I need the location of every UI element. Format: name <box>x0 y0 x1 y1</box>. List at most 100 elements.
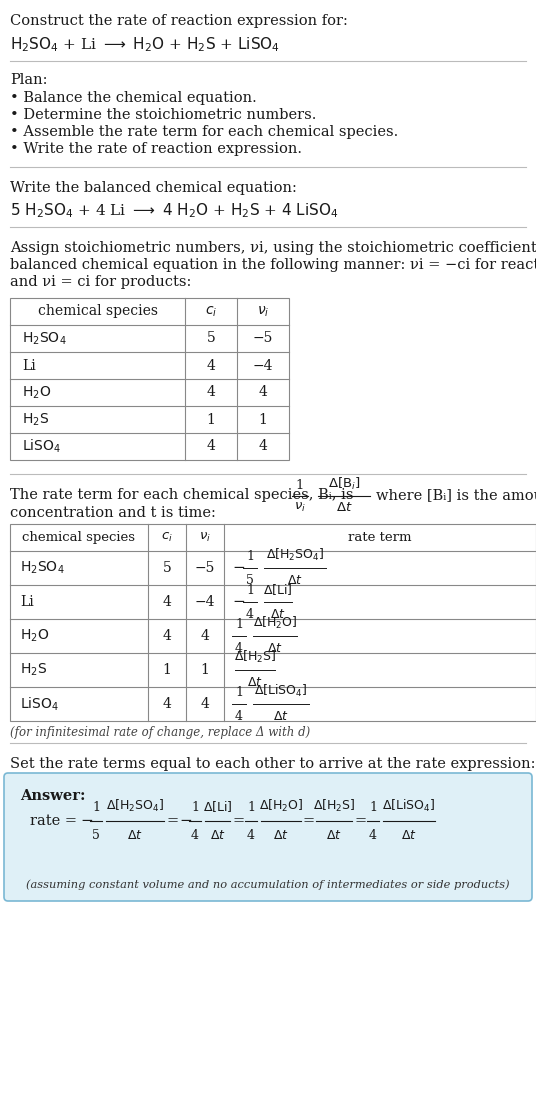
Text: $\Delta t$: $\Delta t$ <box>273 710 289 723</box>
Text: $\Delta[\mathrm{H_2SO_4}]$: $\Delta[\mathrm{H_2SO_4}]$ <box>106 798 164 814</box>
Text: $\Delta[\mathrm{H_2SO_4}]$: $\Delta[\mathrm{H_2SO_4}]$ <box>266 547 324 563</box>
Text: 1: 1 <box>247 801 255 814</box>
Text: chemical species: chemical species <box>38 305 158 319</box>
Text: Construct the rate of reaction expression for:: Construct the rate of reaction expressio… <box>10 14 348 28</box>
Text: $\nu_i$: $\nu_i$ <box>257 305 269 319</box>
Text: 1: 1 <box>258 412 267 427</box>
Text: 4: 4 <box>162 629 172 644</box>
Text: −: − <box>232 595 245 609</box>
Text: $\mathrm{LiSO_4}$: $\mathrm{LiSO_4}$ <box>20 695 59 713</box>
Text: −: − <box>232 561 245 575</box>
Text: Answer:: Answer: <box>20 789 86 803</box>
Text: −4: −4 <box>253 359 273 373</box>
Text: $5\ \mathrm{H_2SO_4}$ + 4 Li $\longrightarrow$$\ 4\ \mathrm{H_2O}$ + $\mathrm{H_: $5\ \mathrm{H_2SO_4}$ + 4 Li $\longright… <box>10 201 339 220</box>
Text: $\Delta[\mathrm{H_2S}]$: $\Delta[\mathrm{H_2S}]$ <box>312 798 355 814</box>
Text: 5: 5 <box>162 561 172 575</box>
Text: 4: 4 <box>247 829 255 842</box>
Text: 1: 1 <box>200 663 210 676</box>
Text: $\Delta t$: $\Delta t$ <box>267 642 283 654</box>
Text: −5: −5 <box>253 331 273 345</box>
Text: $\Delta t$: $\Delta t$ <box>401 829 417 842</box>
Text: 4: 4 <box>246 608 254 622</box>
Text: $\Delta t$: $\Delta t$ <box>210 829 226 842</box>
Text: $\mathrm{H_2SO_4}$: $\mathrm{H_2SO_4}$ <box>20 560 64 576</box>
Text: (assuming constant volume and no accumulation of intermediates or side products): (assuming constant volume and no accumul… <box>26 879 510 890</box>
Text: $\Delta[\mathrm{Li}]$: $\Delta[\mathrm{Li}]$ <box>263 582 293 597</box>
Text: Assign stoichiometric numbers, νi, using the stoichiometric coefficients, ci, fr: Assign stoichiometric numbers, νi, using… <box>10 241 536 255</box>
Text: 1: 1 <box>92 801 100 814</box>
Text: 1: 1 <box>246 550 254 563</box>
Text: $\Delta[\mathrm{H_2O}]$: $\Delta[\mathrm{H_2O}]$ <box>253 615 297 631</box>
Text: 1: 1 <box>162 663 172 676</box>
Text: (for infinitesimal rate of change, replace Δ with d): (for infinitesimal rate of change, repla… <box>10 726 310 739</box>
Text: 1: 1 <box>191 801 199 814</box>
Text: 1: 1 <box>296 478 304 492</box>
Text: 4: 4 <box>162 697 172 711</box>
Text: 4: 4 <box>206 359 215 373</box>
Text: $\Delta[\mathrm{LiSO_4}]$: $\Delta[\mathrm{LiSO_4}]$ <box>382 798 436 814</box>
Text: • Write the rate of reaction expression.: • Write the rate of reaction expression. <box>10 142 302 156</box>
Text: $\mathrm{H_2S}$: $\mathrm{H_2S}$ <box>20 662 47 679</box>
Text: • Balance the chemical equation.: • Balance the chemical equation. <box>10 91 257 104</box>
Text: 5: 5 <box>92 829 100 842</box>
Text: =: = <box>303 814 315 828</box>
Text: $\Delta[\mathrm{H_2O}]$: $\Delta[\mathrm{H_2O}]$ <box>259 798 303 814</box>
Text: $\mathrm{LiSO_4}$: $\mathrm{LiSO_4}$ <box>22 438 61 455</box>
Text: 4: 4 <box>235 710 243 723</box>
Text: −: − <box>179 814 192 828</box>
Text: 4: 4 <box>191 829 199 842</box>
Text: $\Delta[\mathrm{B}_i]$: $\Delta[\mathrm{B}_i]$ <box>327 476 360 492</box>
Text: concentration and t is time:: concentration and t is time: <box>10 506 216 520</box>
Text: Set the rate terms equal to each other to arrive at the rate expression:: Set the rate terms equal to each other t… <box>10 757 535 771</box>
Text: • Assemble the rate term for each chemical species.: • Assemble the rate term for each chemic… <box>10 125 398 139</box>
Text: 4: 4 <box>206 440 215 453</box>
Text: 1: 1 <box>235 618 243 631</box>
Text: 4: 4 <box>206 385 215 399</box>
Text: balanced chemical equation in the following manner: νi = −ci for reactants: balanced chemical equation in the follow… <box>10 258 536 272</box>
Text: $\Delta[\mathrm{LiSO_4}]$: $\Delta[\mathrm{LiSO_4}]$ <box>254 683 308 698</box>
Text: $\nu_i$: $\nu_i$ <box>294 500 306 514</box>
Text: $\nu_i$: $\nu_i$ <box>199 531 211 544</box>
FancyBboxPatch shape <box>10 298 289 460</box>
Text: 5: 5 <box>206 331 215 345</box>
Text: rate term: rate term <box>348 531 412 544</box>
Text: $c_i$: $c_i$ <box>205 305 217 319</box>
FancyBboxPatch shape <box>10 524 536 721</box>
Text: $\Delta t$: $\Delta t$ <box>270 608 286 622</box>
Text: $\mathrm{H_2O}$: $\mathrm{H_2O}$ <box>20 628 49 645</box>
Text: $\Delta t$: $\Delta t$ <box>127 829 143 842</box>
Text: 1: 1 <box>246 584 254 597</box>
Text: 4: 4 <box>200 697 210 711</box>
Text: The rate term for each chemical species, Bᵢ, is: The rate term for each chemical species,… <box>10 488 354 502</box>
Text: =: = <box>354 814 366 828</box>
Text: $\mathrm{H_2O}$: $\mathrm{H_2O}$ <box>22 384 51 400</box>
Text: 4: 4 <box>200 629 210 644</box>
Text: $\Delta t$: $\Delta t$ <box>336 500 352 514</box>
Text: 4: 4 <box>258 440 267 453</box>
Text: $\Delta t$: $\Delta t$ <box>326 829 342 842</box>
Text: $\Delta[\mathrm{H_2S}]$: $\Delta[\mathrm{H_2S}]$ <box>234 649 276 666</box>
FancyBboxPatch shape <box>4 773 532 901</box>
Text: Plan:: Plan: <box>10 73 48 87</box>
Text: Li: Li <box>22 359 36 373</box>
Text: Write the balanced chemical equation:: Write the balanced chemical equation: <box>10 182 297 195</box>
Text: Li: Li <box>20 595 34 609</box>
Text: −5: −5 <box>195 561 215 575</box>
Text: 4: 4 <box>162 595 172 609</box>
Text: 1: 1 <box>206 412 215 427</box>
Text: chemical species: chemical species <box>23 531 136 544</box>
Text: −4: −4 <box>195 595 215 609</box>
Text: and νi = ci for products:: and νi = ci for products: <box>10 275 191 289</box>
Text: =: = <box>232 814 244 828</box>
Text: where [Bᵢ] is the amount: where [Bᵢ] is the amount <box>376 488 536 502</box>
Text: $\mathrm{H_2SO_4}$ + Li $\longrightarrow$ $\mathrm{H_2O}$ + $\mathrm{H_2S}$ + $\: $\mathrm{H_2SO_4}$ + Li $\longrightarrow… <box>10 35 280 54</box>
Text: 5: 5 <box>246 574 254 587</box>
Text: $c_i$: $c_i$ <box>161 531 173 544</box>
Text: 4: 4 <box>258 385 267 399</box>
Text: rate =: rate = <box>30 814 81 828</box>
Text: =: = <box>166 814 178 828</box>
Text: 1: 1 <box>235 686 243 698</box>
Text: $\mathrm{H_2SO_4}$: $\mathrm{H_2SO_4}$ <box>22 330 66 346</box>
Text: $\Delta t$: $\Delta t$ <box>247 676 263 689</box>
Text: $\Delta[\mathrm{Li}]$: $\Delta[\mathrm{Li}]$ <box>203 799 232 814</box>
